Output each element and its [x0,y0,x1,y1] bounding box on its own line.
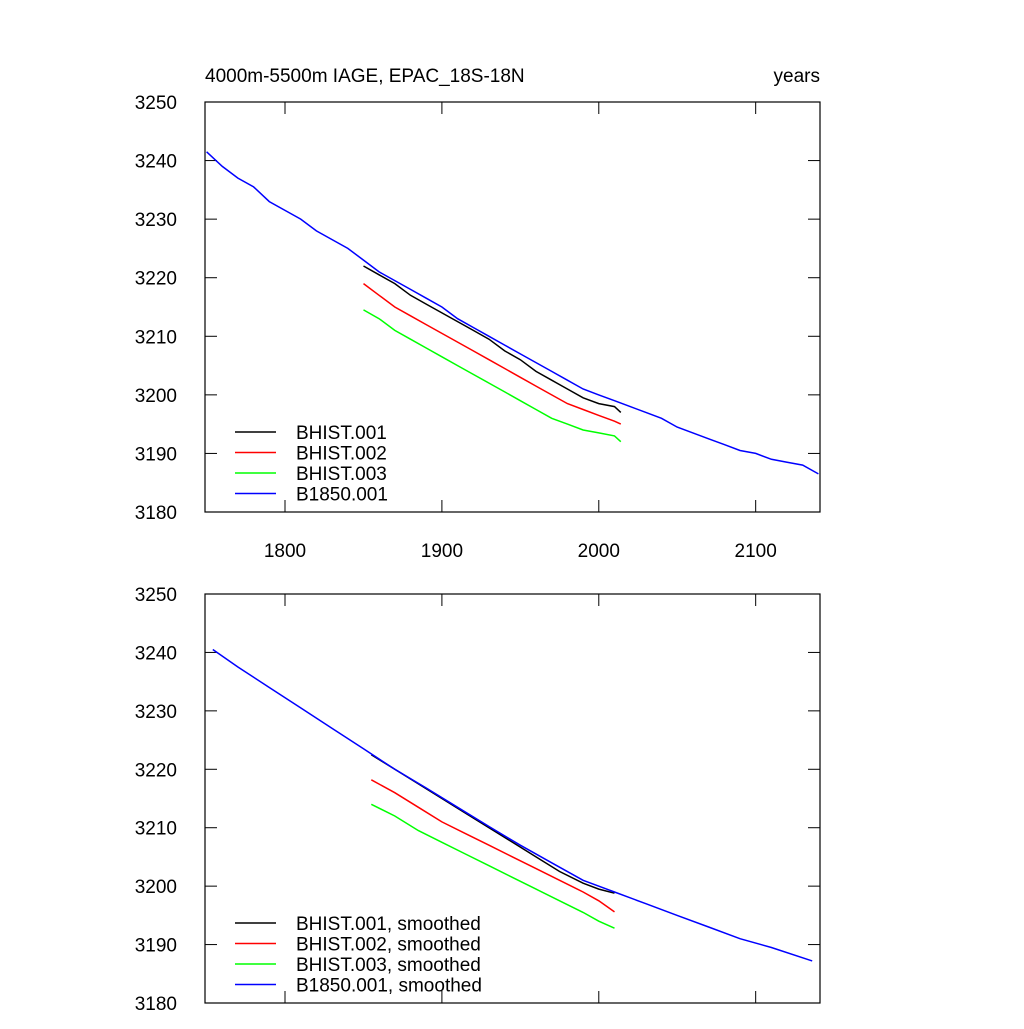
series-line [206,151,819,475]
y-tick-label: 3230 [135,210,177,231]
y-tick-label: 3200 [135,386,177,407]
chart-title: 4000m-5500m IAGE, EPAC_18S-18N [205,66,525,87]
y-tick-label: 3240 [135,152,177,173]
plot-frame [204,593,821,1004]
y-tick-label: 3250 [135,585,177,606]
legend-label: BHIST.003, smoothed [296,955,481,976]
chart-subtitle: years [774,66,820,87]
y-tick-label: 3220 [135,269,177,290]
series-line [370,779,615,913]
series-line [212,648,813,962]
series-line [370,803,615,929]
legend-label: BHIST.002 [296,444,387,465]
y-tick-label: 3190 [135,444,177,465]
series-line [363,309,622,443]
legend-label: BHIST.003 [296,464,387,485]
y-tick-label: 3230 [135,702,177,723]
legend-label: BHIST.002, smoothed [296,935,481,956]
y-tick-label: 3220 [135,760,177,781]
series-line [363,283,622,425]
y-tick-label: 3240 [135,643,177,664]
x-tick-label: 2000 [578,541,620,562]
legend-label: B1850.001 [296,485,388,506]
y-tick-label: 3210 [135,819,177,840]
y-tick-label: 3180 [135,994,177,1015]
legend-label: BHIST.001, smoothed [296,914,481,935]
x-tick-label: 2100 [735,541,777,562]
x-tick-label: 1800 [264,541,306,562]
y-tick-label: 3250 [135,93,177,114]
series-line [363,265,622,413]
legend-label: B1850.001, smoothed [296,976,482,997]
x-tick-label: 1900 [421,541,463,562]
y-tick-label: 3180 [135,503,177,524]
y-tick-label: 3190 [135,936,177,957]
y-tick-label: 3210 [135,327,177,348]
plot-frame [204,101,821,513]
legend-label: BHIST.001 [296,423,387,444]
y-tick-label: 3200 [135,877,177,898]
